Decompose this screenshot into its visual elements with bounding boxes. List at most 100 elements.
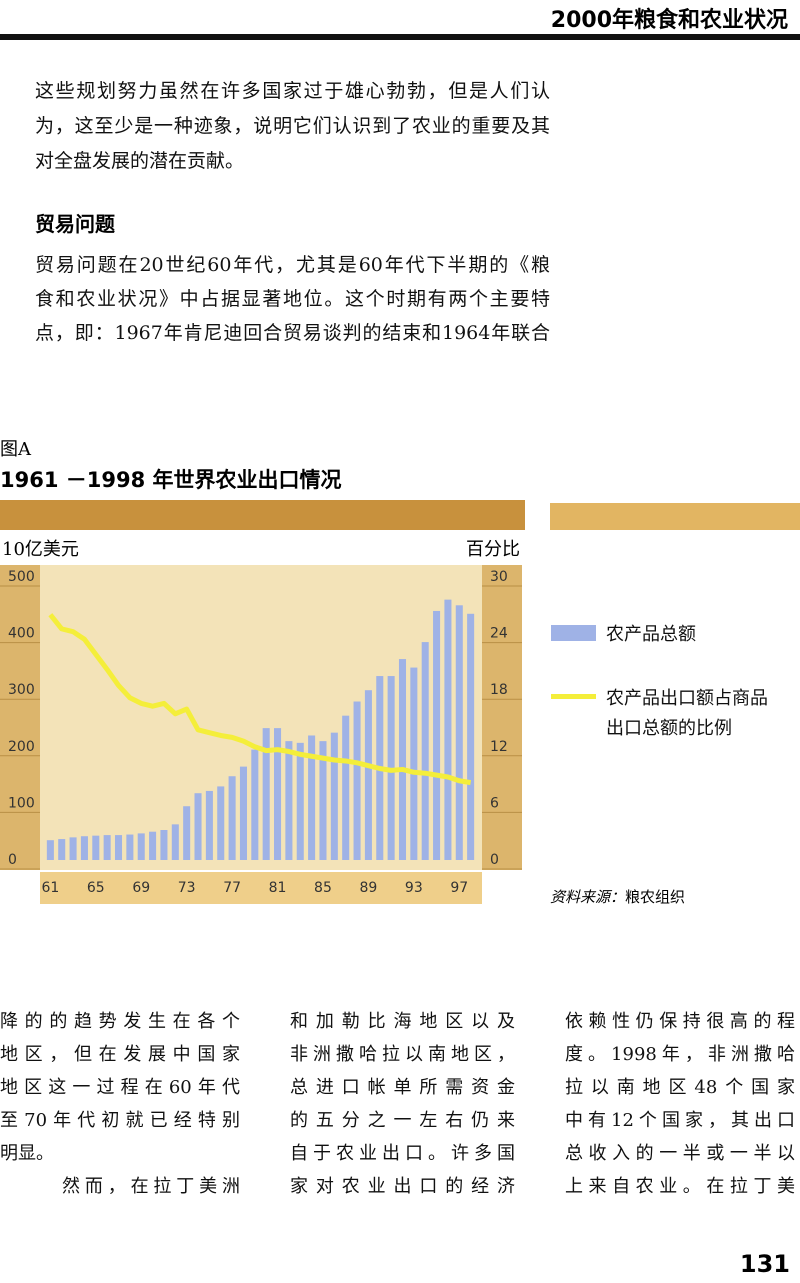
column-line: 地区，但在发展中国家 bbox=[0, 1044, 240, 1065]
bar bbox=[239, 766, 247, 860]
bar bbox=[274, 728, 282, 860]
x-axis-band bbox=[40, 872, 482, 904]
column-line: 的五分之一左右仍来 bbox=[290, 1110, 515, 1131]
bar bbox=[80, 836, 88, 860]
column-line: 家对农业出口的经济 bbox=[290, 1176, 515, 1197]
x-tick-label: 77 bbox=[223, 880, 241, 896]
x-tick-label: 85 bbox=[314, 880, 332, 896]
bar bbox=[296, 742, 304, 860]
bar bbox=[398, 659, 407, 860]
legend-swatch bbox=[551, 625, 596, 641]
column-line: 然而，在拉丁美洲 bbox=[62, 1176, 240, 1197]
x-tick-label: 73 bbox=[178, 880, 196, 896]
bar bbox=[58, 839, 66, 860]
column-line: 至70年代初就已经特别 bbox=[0, 1110, 240, 1131]
bar bbox=[308, 735, 316, 860]
legend-label: 农产品出口额占商品出口总额的比例 bbox=[606, 688, 768, 739]
source: 资料来源：粮农组织 bbox=[550, 886, 685, 907]
bar bbox=[455, 605, 463, 860]
x-tick-label: 61 bbox=[41, 880, 59, 896]
text-line: 这些规划努力虽然在许多国家过于雄心勃勃，但是人们认 bbox=[35, 80, 550, 102]
bar bbox=[149, 831, 157, 860]
figure-label: 图A bbox=[0, 439, 31, 460]
text-line: 点，即：1967年肯尼迪回合贸易谈判的结束和1964年联合 bbox=[35, 322, 550, 344]
bar bbox=[330, 732, 338, 860]
y-tick-label: 400 bbox=[8, 626, 35, 642]
bar bbox=[342, 715, 350, 860]
bar bbox=[433, 610, 441, 860]
y2-axis-title: 百分比 bbox=[466, 539, 520, 560]
bar bbox=[183, 806, 191, 860]
bar bbox=[285, 741, 293, 860]
x-tick-label: 97 bbox=[450, 880, 468, 896]
text-line: 对全盘发展的潜在贡献。 bbox=[35, 150, 245, 172]
column-line: 拉以南地区48个国家 bbox=[565, 1077, 795, 1098]
bar bbox=[126, 834, 134, 860]
y2-tick-label: 6 bbox=[490, 795, 499, 811]
column-line: 非洲撒哈拉以南地区， bbox=[290, 1044, 515, 1065]
x-tick-label: 69 bbox=[132, 880, 150, 896]
y-tick-label: 0 bbox=[8, 852, 17, 868]
bar bbox=[217, 786, 225, 860]
line bbox=[48, 613, 472, 786]
bar bbox=[160, 830, 168, 860]
bar bbox=[103, 835, 111, 860]
text-line: 为，这至少是一种迹象，说明它们认识到了农业的重要及其 bbox=[35, 115, 550, 137]
column-line: 自于农业出口。许多国 bbox=[290, 1143, 515, 1164]
column-line: 降的的趋势发生在各个 bbox=[0, 1011, 240, 1032]
bar bbox=[364, 690, 372, 860]
band bbox=[0, 500, 525, 530]
column-line: 依赖性仍保持很高的程 bbox=[565, 1011, 795, 1032]
bar bbox=[205, 790, 213, 860]
section-heading: 贸易问题 bbox=[35, 212, 115, 236]
y2-tick-label: 24 bbox=[490, 626, 508, 642]
column-line: 上来自农业。在拉丁美 bbox=[565, 1176, 795, 1197]
column-line: 总进口帐单所需资金 bbox=[290, 1077, 515, 1098]
bar bbox=[467, 613, 475, 860]
x-tick-label: 89 bbox=[359, 880, 377, 896]
bar bbox=[262, 728, 270, 860]
bar bbox=[421, 642, 429, 860]
legend-swatch bbox=[551, 694, 596, 699]
bar bbox=[319, 741, 327, 860]
y-tick-label: 100 bbox=[8, 795, 35, 811]
band bbox=[550, 503, 800, 530]
bar bbox=[353, 701, 361, 860]
header-rule bbox=[0, 34, 800, 40]
column-line: 度。1998年，非洲撒哈 bbox=[565, 1044, 795, 1065]
y2-tick-label: 30 bbox=[490, 569, 508, 585]
header-title: 2000年粮食和农业状况 bbox=[550, 8, 788, 33]
y-axis-title: 10亿美元 bbox=[2, 539, 79, 560]
source-label: 资料来源： bbox=[550, 888, 626, 906]
plot-area bbox=[40, 565, 482, 870]
bar bbox=[194, 793, 202, 860]
bar bbox=[92, 835, 100, 860]
text-line: 贸易问题在20世纪60年代，尤其是60年代下半期的《粮 bbox=[35, 254, 550, 276]
axis-panel bbox=[0, 565, 40, 870]
bar bbox=[444, 599, 452, 860]
source-text: 粮农组织 bbox=[625, 888, 686, 906]
bar bbox=[251, 749, 259, 860]
bar bbox=[114, 835, 123, 860]
bar bbox=[137, 833, 145, 860]
column-line: 和加勒比海地区以及 bbox=[290, 1011, 515, 1032]
x-tick-label: 81 bbox=[269, 880, 287, 896]
x-tick-label: 93 bbox=[405, 880, 423, 896]
column-line: 总收入的一半或一半以 bbox=[565, 1143, 795, 1164]
column-line: 地区这一过程在60年代 bbox=[0, 1077, 240, 1098]
text-line: 食和农业状况》中占据显著地位。这个时期有两个主要特 bbox=[35, 288, 550, 310]
y2-tick-label: 12 bbox=[490, 739, 508, 755]
y-tick-label: 300 bbox=[8, 682, 35, 698]
bar bbox=[228, 776, 236, 860]
bar bbox=[69, 837, 77, 860]
column-line: 中有12个国家，其出口 bbox=[565, 1110, 795, 1131]
y-tick-label: 500 bbox=[8, 569, 35, 585]
y-tick-label: 200 bbox=[8, 739, 35, 755]
bar bbox=[410, 667, 418, 860]
page-number: 131 bbox=[739, 1250, 790, 1278]
legend-label: 农产品总额 bbox=[606, 624, 696, 645]
y2-tick-label: 0 bbox=[490, 852, 499, 868]
axis-panel bbox=[482, 565, 522, 870]
